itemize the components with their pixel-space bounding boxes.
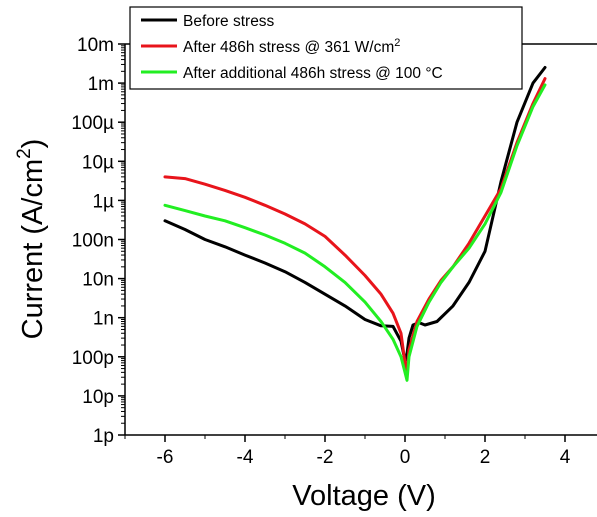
y-tick-label: 100p [72,348,114,369]
y-tick-label: 1p [93,426,114,447]
legend-label-1: Before stress [183,13,275,30]
x-tick-label: -4 [237,447,254,468]
x-axis-title: Voltage (V) [292,480,435,512]
series-lines [163,66,547,382]
y-tick-label: 10p [82,387,114,408]
y-tick-label: 1µ [92,191,114,212]
x-tick-label: 4 [560,447,571,468]
x-ticks: -6 -4 -2 0 2 4 [124,435,571,468]
y-axis-title-superscript: 2 [14,148,35,159]
x-tick-label: 2 [480,447,491,468]
y-tick-label: 1n [93,309,114,330]
x-tick-label: -6 [157,447,174,468]
y-tick-label: 10n [82,270,114,291]
series-line-1 [163,66,547,363]
legend-box [129,6,523,90]
series-line-3 [163,83,547,382]
y-tick-label: 100µ [71,113,114,134]
legend-label-2: After 486h stress @ 361 W/cm2 [183,37,400,56]
y-ticks: 1p 10p 100p 1n 10n 100n 1µ 10µ 100µ 1m 10m [71,35,125,447]
y-tick-label: 10µ [82,152,114,173]
y-tick-label: 1m [88,74,114,95]
legend-label-3: After additional 486h stress @ 100 °C [183,65,443,82]
x-tick-label: -2 [317,447,334,468]
legend: Before stress After 486h stress @ 361 W/c… [129,6,523,90]
x-tick-label: 0 [400,447,411,468]
y-tick-label: 100n [72,231,114,252]
series-line-2 [163,77,547,374]
y-axis-title: Current (A/cm2) [14,139,49,340]
y-tick-label: 10m [77,35,114,56]
